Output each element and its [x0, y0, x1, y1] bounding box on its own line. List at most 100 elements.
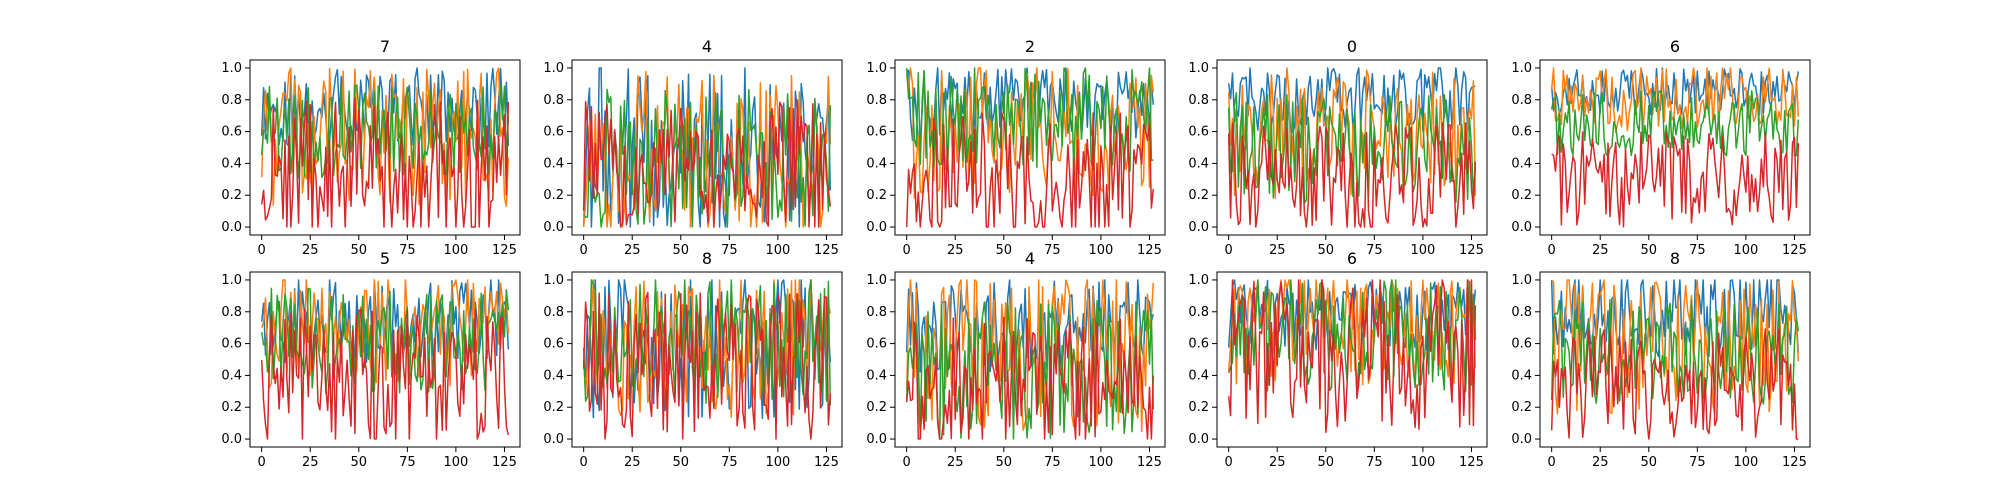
x-tick-label: 0 [1548, 455, 1556, 470]
x-tick-label: 75 [399, 455, 416, 470]
series-line-2 [905, 279, 1155, 433]
subplot-title: 6 [1347, 249, 1357, 268]
y-tick-label: 0.8 [1511, 93, 1532, 108]
x-tick-label: 100 [1410, 243, 1435, 258]
y-tick-label: 0.6 [543, 125, 564, 140]
plot-frame [894, 59, 1166, 236]
x-tick-label: 25 [624, 455, 641, 470]
y-tick-label: 1.0 [543, 273, 564, 288]
y-tick-label: 0.0 [221, 432, 242, 447]
plot-frame [1216, 59, 1488, 236]
y-tick-label: 1.0 [1511, 61, 1532, 76]
x-tick-label: 125 [814, 243, 839, 258]
y-tick-label: 0.8 [866, 93, 887, 108]
y-tick-label: 0.2 [543, 188, 564, 203]
x-tick-label: 125 [1459, 455, 1484, 470]
y-tick-label: 0.2 [1188, 400, 1209, 415]
plot-frame [894, 271, 1166, 448]
series-line-1 [906, 67, 1155, 142]
series-line-3 [905, 300, 1155, 440]
subplot-title: 6 [1670, 37, 1680, 56]
x-tick-label: 75 [721, 455, 738, 470]
subplot-panel: 0 0 25 50 75 100 125 0.0 0.2 0.4 0.6 0.8 1.0 [1188, 37, 1488, 258]
y-tick-label: 0.6 [1188, 337, 1209, 352]
series-group [260, 279, 510, 440]
y-tick-label: 0.8 [543, 305, 564, 320]
y-tick-label: 0.4 [221, 368, 242, 383]
y-tick-label: 1.0 [1188, 61, 1209, 76]
x-tick-label: 75 [1366, 455, 1383, 470]
subplot-title: 4 [1025, 249, 1035, 268]
x-tick-label: 125 [492, 455, 517, 470]
x-tick-label: 75 [399, 243, 416, 258]
y-tick-label: 0.2 [1511, 400, 1532, 415]
subplot-title: 4 [702, 37, 712, 56]
x-tick-label: 100 [1410, 455, 1435, 470]
y-tick-label: 0.8 [866, 305, 887, 320]
y-tick-label: 1.0 [1188, 273, 1209, 288]
series-line-4 [1550, 328, 1799, 440]
series-line-4 [582, 291, 832, 440]
series-line-4 [905, 112, 1155, 228]
subplot-title: 5 [380, 249, 390, 268]
x-tick-label: 0 [580, 243, 588, 258]
y-tick-label: 0.2 [1188, 188, 1209, 203]
subplot-panel: 8 0 25 50 75 100 125 0.0 0.2 0.4 0.6 0.8 1.0 [1511, 249, 1811, 470]
y-tick-label: 0.6 [866, 125, 887, 140]
plot-frame [249, 271, 521, 448]
plot-frame [249, 59, 521, 236]
y-tick-label: 0.8 [543, 93, 564, 108]
x-tick-label: 50 [673, 243, 690, 258]
x-tick-label: 125 [1137, 455, 1162, 470]
series-line-4 [905, 316, 1155, 440]
y-tick-label: 0.6 [1511, 337, 1532, 352]
series-line-3 [1550, 298, 1800, 405]
subplot-title: 0 [1347, 37, 1357, 56]
subplot-panel: 7 0 25 50 75 100 125 0.0 0.2 0.4 0.6 0.8 1.0 [221, 37, 521, 258]
y-tick-label: 0.8 [1511, 305, 1532, 320]
series-group [582, 67, 832, 228]
series-line-4 [582, 99, 832, 228]
series-group [1550, 279, 1800, 440]
x-tick-label: 50 [1318, 243, 1335, 258]
y-tick-label: 1.0 [866, 61, 887, 76]
y-tick-label: 0.0 [543, 432, 564, 447]
y-tick-label: 0.0 [221, 220, 242, 235]
series-group [905, 279, 1155, 440]
subplot-panel: 4 0 25 50 75 100 125 0.0 0.2 0.4 0.6 0.8 1.0 [543, 37, 843, 258]
plot-frame [1539, 59, 1811, 236]
subplot-panel: 2 0 25 50 75 100 125 0.0 0.2 0.4 0.6 0.8 1.0 [866, 37, 1166, 258]
x-tick-label: 75 [1366, 243, 1383, 258]
x-tick-label: 25 [947, 455, 964, 470]
y-tick-label: 0.0 [1511, 220, 1532, 235]
y-tick-label: 0.6 [221, 337, 242, 352]
plot-frame [1216, 271, 1488, 448]
y-tick-label: 0.4 [221, 156, 242, 171]
series-group [1550, 67, 1800, 228]
y-tick-label: 0.4 [866, 156, 887, 171]
x-tick-label: 0 [580, 455, 588, 470]
y-tick-label: 0.6 [543, 337, 564, 352]
series-line-2 [582, 70, 832, 228]
y-tick-label: 0.2 [1511, 188, 1532, 203]
y-tick-label: 0.4 [543, 156, 564, 171]
x-tick-label: 100 [1733, 243, 1758, 258]
y-tick-label: 0.0 [866, 432, 887, 447]
subplot-title: 2 [1025, 37, 1035, 56]
x-tick-label: 25 [624, 243, 641, 258]
x-tick-label: 0 [1548, 243, 1556, 258]
x-tick-label: 25 [302, 455, 319, 470]
subplot-panel: 6 0 25 50 75 100 125 0.0 0.2 0.4 0.6 0.8 1.0 [1188, 249, 1488, 470]
plot-frame [571, 59, 843, 236]
subplot-panel: 4 0 25 50 75 100 125 0.0 0.2 0.4 0.6 0.8 1.0 [866, 249, 1166, 470]
y-tick-label: 0.4 [1511, 156, 1532, 171]
x-tick-label: 125 [1137, 243, 1162, 258]
x-tick-label: 100 [1733, 455, 1758, 470]
x-tick-label: 0 [1225, 455, 1233, 470]
x-tick-label: 75 [1044, 455, 1061, 470]
y-tick-label: 0.4 [866, 368, 887, 383]
y-tick-label: 0.2 [221, 188, 242, 203]
series-line-1 [1227, 67, 1476, 134]
